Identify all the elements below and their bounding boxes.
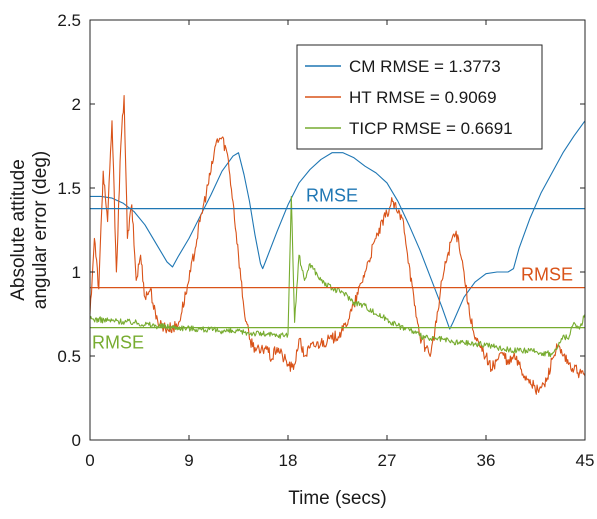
y-tick-label: 2.5: [57, 11, 81, 30]
rmse-lines: RMSE RMSE RMSE: [90, 186, 585, 353]
rmse-label-ht: RMSE: [521, 265, 573, 285]
x-axis-label: Time (secs): [288, 488, 387, 509]
y-tick-label: 0.5: [57, 347, 81, 366]
y-axis-label-line-1: Absolute attitude: [8, 159, 29, 301]
x-tick-label: 0: [85, 451, 94, 470]
y-tick-label: 0: [72, 431, 81, 450]
x-tick-label: 45: [576, 451, 595, 470]
axes: 0 9 18 27 36 45 0 0.5 1 1.5 2 2.5: [57, 11, 594, 470]
x-tick-label: 36: [477, 451, 496, 470]
series-line-cm: [90, 120, 586, 330]
legend-label-ticp: TICP RMSE = 0.6691: [349, 119, 513, 138]
y-axis-label-line-2: angular error (deg): [30, 151, 51, 309]
rmse-label-cm: RMSE: [306, 186, 358, 206]
series-line-ht: [89, 95, 586, 395]
legend: CM RMSE = 1.3773 HT RMSE = 0.9069 TICP RMS…: [296, 44, 543, 150]
legend-label-cm: CM RMSE = 1.3773: [349, 57, 501, 76]
axes-box: [89, 19, 586, 441]
x-tick-label: 18: [279, 451, 298, 470]
y-tick-label: 2: [72, 95, 81, 114]
y-tick-label: 1.5: [57, 179, 81, 198]
y-tick-label: 1: [72, 263, 81, 282]
rmse-label-ticp: RMSE: [92, 333, 144, 353]
x-tick-label: 9: [184, 451, 193, 470]
x-tick-label: 27: [378, 451, 397, 470]
legend-label-ht: HT RMSE = 0.9069: [349, 88, 497, 107]
